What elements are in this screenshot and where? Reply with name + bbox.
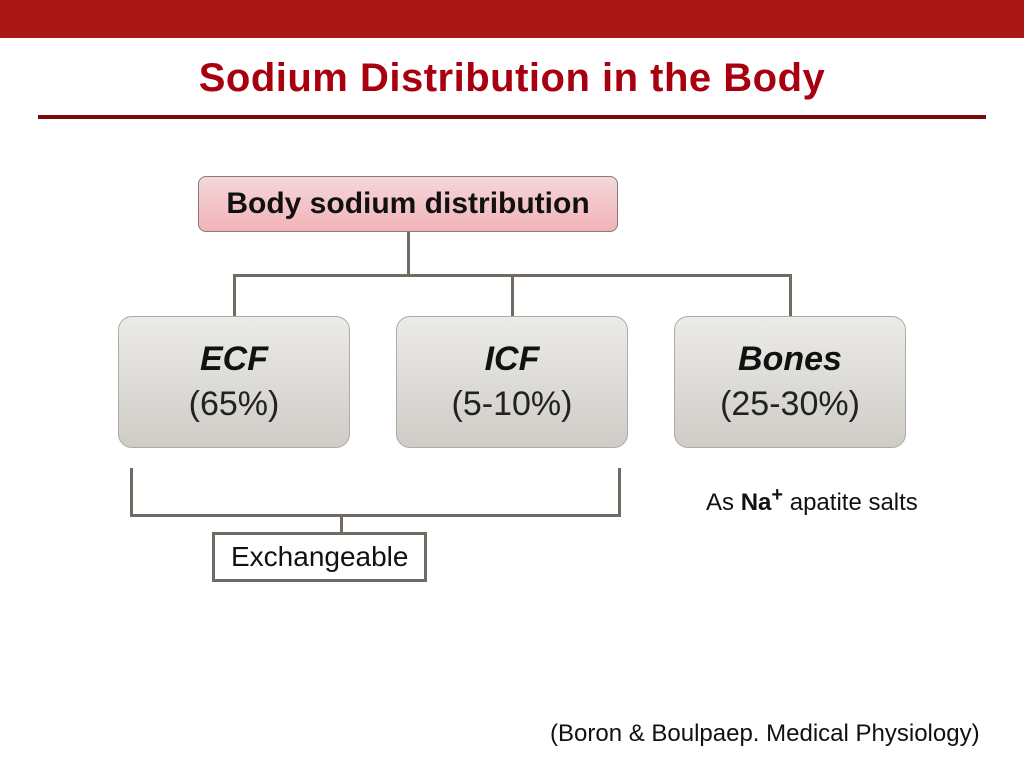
child-value: (5-10%) <box>452 385 573 424</box>
child-value: (25-30%) <box>720 385 860 424</box>
apatite-na: Na <box>741 489 772 516</box>
connector-segment <box>789 274 792 316</box>
connector-segment <box>618 468 621 514</box>
tree-child-ecf: ECF (65%) <box>118 316 350 448</box>
page-title: Sodium Distribution in the Body <box>199 56 826 101</box>
connector-segment <box>233 274 236 316</box>
tree-child-icf: ICF (5-10%) <box>396 316 628 448</box>
apatite-note: As Na+ apatite salts <box>706 484 918 517</box>
tree-root-label: Body sodium distribution <box>226 187 589 221</box>
connector-segment <box>407 232 410 274</box>
exchangeable-label-box: Exchangeable <box>212 532 427 582</box>
connector-segment <box>130 514 621 517</box>
citation: (Boron & Boulpaep. Medical Physiology) <box>550 720 980 748</box>
apatite-plus: + <box>771 484 783 506</box>
connector-segment <box>340 514 343 532</box>
apatite-prefix: As <box>706 489 741 516</box>
apatite-suffix: apatite salts <box>783 489 918 516</box>
connector-segment <box>511 274 514 316</box>
tree-child-bones: Bones (25-30%) <box>674 316 906 448</box>
child-title: Bones <box>738 340 842 379</box>
header-bar <box>0 0 1024 38</box>
connector-segment <box>130 468 133 514</box>
title-wrap: Sodium Distribution in the Body <box>0 38 1024 101</box>
child-title: ICF <box>485 340 540 379</box>
exchangeable-label: Exchangeable <box>231 541 408 572</box>
title-rule <box>38 115 986 119</box>
child-title: ECF <box>200 340 268 379</box>
tree-root: Body sodium distribution <box>198 176 618 232</box>
child-value: (65%) <box>189 385 280 424</box>
